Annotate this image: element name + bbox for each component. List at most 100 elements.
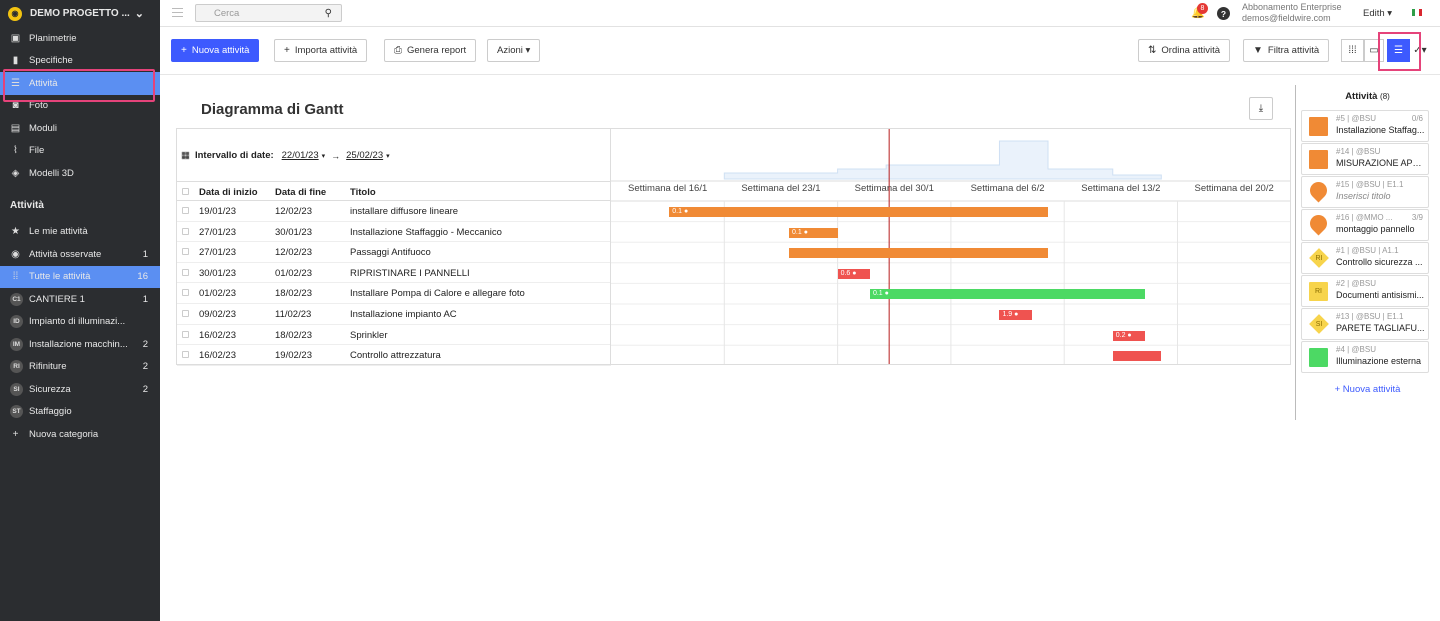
actions-dropdown[interactable]: Azioni ▾ [487, 39, 541, 62]
category-item[interactable]: C1 CANTIERE 1 1 [0, 288, 160, 311]
category-item[interactable]: IM Installazione macchin... 2 [0, 333, 160, 356]
sidebar-item-camera[interactable]: ◙ Foto [0, 95, 160, 118]
sort-tasks-button[interactable]: ⇅ Ordina attività [1138, 39, 1231, 62]
task-card[interactable]: #16 | @MMO ... montaggio pannello 3/9 [1301, 209, 1429, 241]
filter-item[interactable]: ◉ Attività osservate 1 [0, 243, 160, 266]
header-end[interactable]: Data di fine [275, 187, 327, 198]
table-row[interactable]: 27/01/23 12/02/23 Passaggi Antifuoco [177, 242, 611, 263]
sidebar-item-blueprint[interactable]: ▣ Planimetrie [0, 27, 160, 50]
italian-flag-icon[interactable] [1412, 9, 1422, 16]
table-row[interactable]: 16/02/23 19/02/23 Controllo attrezzatura [177, 345, 611, 366]
row-checkbox[interactable] [182, 310, 189, 317]
gantt-bar[interactable]: 1.9 ● [999, 310, 1032, 320]
task-card[interactable]: #15 | @BSU | E1.1 Inserisci titolo [1301, 176, 1429, 208]
week-label: Settimana del 30/1 [854, 183, 934, 194]
filter-item[interactable]: ★ Le mie attività [0, 221, 160, 244]
help-icon[interactable]: ? [1217, 7, 1230, 20]
filter-label: Tutte le attività [29, 271, 91, 283]
new-category-button[interactable]: + Nuova categoria [0, 423, 160, 446]
filter-tasks-button[interactable]: ▼ Filtra attività [1243, 39, 1330, 62]
filter-item[interactable]: ⁞⁞ Tutte le attività 16 [0, 265, 160, 288]
sidebar-item-cube[interactable]: ◈ Modelli 3D [0, 162, 160, 185]
row-checkbox[interactable] [182, 351, 189, 359]
generate-report-button[interactable]: ⎙ Genera report [384, 39, 477, 62]
gantt-bar[interactable] [789, 248, 1048, 259]
task-card[interactable]: #4 | @BSU Illuminazione esterna [1301, 341, 1429, 373]
category-item[interactable]: RI Rifiniture 2 [0, 356, 160, 379]
table-row[interactable]: 27/01/23 30/01/23 Installazione Staffaggio… [177, 222, 611, 243]
category-item[interactable]: ST Staffaggio [0, 401, 160, 424]
filter-label: Filtra attività [1267, 45, 1320, 56]
table-row[interactable]: 16/02/23 18/02/23 Sprinkler [177, 325, 611, 346]
category-item[interactable]: ID Impianto di illuminazi... [0, 311, 160, 334]
person-icon: ● [801, 228, 808, 236]
card-meta: #14 | @BSU [1336, 147, 1381, 156]
row-end: 11/02/23 [275, 309, 312, 320]
row-checkbox[interactable] [182, 207, 189, 214]
row-checkbox[interactable] [182, 289, 189, 297]
row-checkbox[interactable] [182, 330, 189, 338]
eye-icon: ◉ [11, 248, 20, 260]
gantt-bar[interactable]: 0.1 ● [869, 289, 1146, 300]
date-from-picker[interactable]: 22/01/23 [281, 150, 319, 161]
date-to-picker[interactable]: 25/02/23 [346, 150, 384, 161]
task-card[interactable]: RI #1 | @BSU | A1.1 Controllo sicurezza ..… [1301, 242, 1429, 274]
table-row[interactable]: 01/02/23 18/02/23 Installare Pompa di Calo… [177, 283, 611, 304]
search-input[interactable]: Cerca ⚲ [195, 4, 342, 22]
week-label: Settimana del 6/2 [970, 183, 1045, 194]
week-label: Settimana del 13/2 [1081, 183, 1161, 194]
card-checklist: 3/9 [1411, 213, 1423, 222]
task-card[interactable]: #14 | @BSU MISURAZIONE APE... [1301, 143, 1429, 175]
row-checkbox[interactable] [182, 248, 189, 256]
category-label: Rifiniture [29, 361, 67, 373]
new-task-button[interactable]: + Nuova attività [171, 39, 260, 62]
sort-icon: ⇅ [1148, 45, 1157, 56]
search-placeholder: Cerca [214, 8, 240, 19]
row-end: 19/02/23 [275, 350, 312, 362]
more-views-chevron-icon[interactable]: ✓▾ [1410, 39, 1430, 62]
filter-count: 1 [142, 248, 148, 260]
list-icon: ☰ [11, 77, 20, 89]
clipboard-icon: ▤ [10, 122, 21, 134]
gantt-view-icon[interactable]: ☰ [1387, 39, 1410, 62]
gantt-bar[interactable]: 0.2 ● [1112, 330, 1146, 341]
hamburger-menu-icon[interactable] [172, 8, 183, 17]
calendar-view-icon[interactable]: ▭ [1364, 39, 1384, 62]
task-card[interactable]: RI #2 | @BSU Documenti antisismi... [1301, 275, 1429, 307]
sidebar-item-clipboard[interactable]: ▤ Moduli [0, 117, 160, 140]
task-card[interactable]: SI #13 | @BSU | E1.1 PARETE TAGLIAFU... [1301, 308, 1429, 340]
header-title[interactable]: Titolo [350, 187, 376, 198]
import-tasks-button[interactable]: + Importa attività [274, 39, 368, 62]
category-item[interactable]: SI Sicurezza 2 [0, 378, 160, 401]
table-row[interactable]: 30/01/23 01/02/23 RIPRISTINARE I PANNELLI [177, 263, 611, 284]
header-start[interactable]: Data di inizio [199, 187, 258, 198]
star-icon: ★ [11, 226, 20, 238]
task-status-diamond-icon: SI [1309, 314, 1329, 334]
user-menu[interactable]: Edith ▾ [1363, 8, 1393, 19]
gantt-bar[interactable]: 0.1 ● [789, 227, 838, 238]
row-checkbox[interactable] [182, 227, 189, 235]
row-checkbox[interactable] [182, 268, 189, 276]
add-task-link[interactable]: + Nuova attività [1334, 384, 1401, 395]
task-status-diamond-icon: RI [1309, 248, 1329, 268]
sidebar-item-label: Planimetrie [29, 32, 77, 44]
grid-view-icon[interactable]: ⁞⁞⁞ [1341, 39, 1364, 62]
sidebar-item-spec-book[interactable]: ▮ Specifiche [0, 50, 160, 73]
project-selector[interactable]: ◉ DEMO PROGETTO ... ⌄ [0, 0, 160, 27]
table-row[interactable]: 19/01/23 12/02/23 installare diffusore lin… [177, 201, 611, 222]
category-label: Sicurezza [29, 383, 71, 395]
sidebar-item-list[interactable]: ☰ Attività [0, 72, 160, 95]
download-icon[interactable]: ⤓ [1249, 97, 1273, 120]
row-title: Installare Pompa di Calore e allegare fo… [350, 288, 525, 300]
select-all-checkbox[interactable] [182, 188, 189, 195]
sidebar-item-label: Attività [29, 77, 58, 89]
task-card[interactable]: #5 | @BSU Installazione Staffag... 0/6 [1301, 110, 1429, 142]
table-row[interactable]: 09/02/23 11/02/23 Installazione impianto A… [177, 304, 611, 325]
gantt-bar[interactable]: 0.6 ● [837, 268, 870, 279]
sidebar-item-paperclip[interactable]: ⌇ File [0, 140, 160, 163]
gantt-bar[interactable]: 0.1 ● [669, 207, 1048, 217]
gantt-bar[interactable] [1112, 351, 1162, 362]
card-meta: #13 | @BSU | E1.1 [1336, 312, 1404, 321]
bar-label: 0.1 [872, 290, 883, 298]
account-info: Abbonamento Enterprise demos@fieldwire.c… [1242, 2, 1342, 24]
